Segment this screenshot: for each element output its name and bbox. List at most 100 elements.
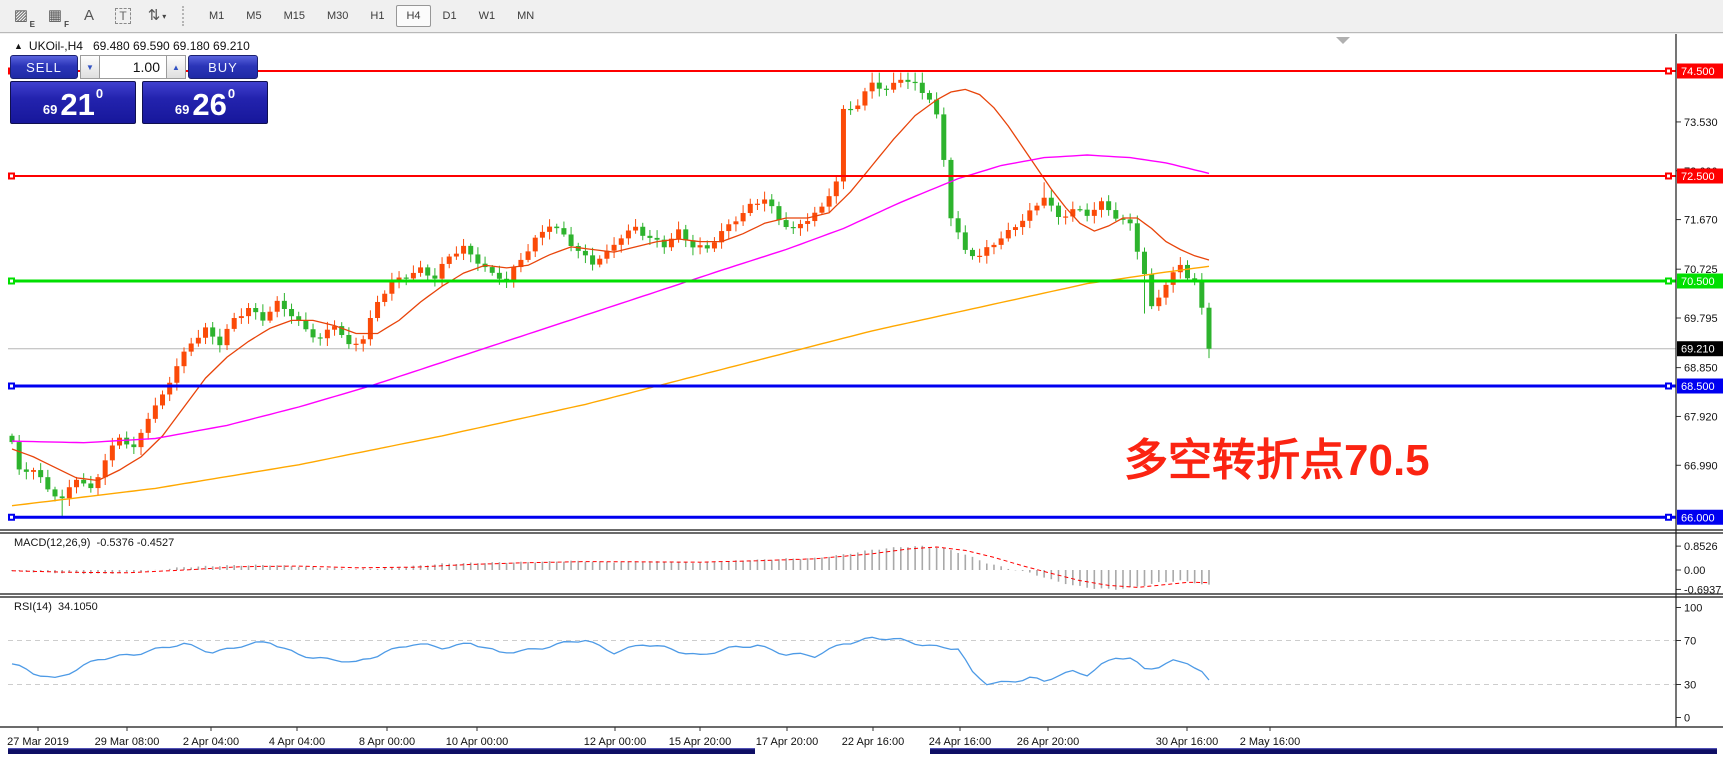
x-tick-label: 12 Apr 00:00: [584, 736, 646, 748]
hline-handle-dot: [1667, 279, 1670, 283]
x-tick-label: 22 Apr 16:00: [842, 736, 904, 748]
macd-title: MACD(12,26,9): [14, 537, 91, 549]
buy-price-panel[interactable]: 69 26 0: [142, 81, 268, 124]
y-tick-label: 70.725: [1684, 264, 1718, 276]
rsi-title: RSI(14): [14, 601, 52, 613]
text-label-icon[interactable]: T: [110, 5, 136, 27]
x-tick-label: 29 Mar 08:00: [95, 736, 160, 748]
candles-layer: [9, 72, 1212, 517]
price-badge-70.500: 70.500: [1677, 273, 1723, 289]
hline-handle-dot: [10, 174, 13, 178]
svg-text:69.210: 69.210: [1681, 344, 1715, 356]
svg-text:72.500: 72.500: [1681, 171, 1715, 183]
timeframe-button-H1[interactable]: H1: [360, 5, 394, 27]
symbol-header: ▲ UKOil-,H4 69.480 69.590 69.180 69.210: [14, 39, 250, 53]
y-tick-label: 69.795: [1684, 313, 1718, 325]
current-price-badge: 69.210: [1677, 341, 1723, 357]
price-badge-74.500: 74.500: [1677, 63, 1723, 79]
price-chart: 73.53072.60071.67070.72569.79568.85067.9…: [0, 34, 1723, 755]
x-tick-label: 17 Apr 20:00: [756, 736, 818, 748]
hline-handle-dot: [10, 515, 13, 519]
x-tick-label: 8 Apr 00:00: [359, 736, 415, 748]
timeframe-button-M15[interactable]: M15: [274, 5, 315, 27]
symbol-period-title: UKOil-,H4: [28, 39, 83, 53]
rsi-value: 34.1050: [58, 601, 98, 613]
y-tick-label: 68.850: [1684, 363, 1718, 375]
y-tick-label: 73.530: [1684, 117, 1718, 129]
x-tick-label: 15 Apr 20:00: [669, 736, 731, 748]
rsi-tick-label: 100: [1684, 603, 1702, 615]
buy-price-point: 0: [227, 86, 236, 101]
price-badge-66.000: 66.000: [1677, 509, 1723, 525]
hline-handle-dot: [10, 384, 13, 388]
sell-price-panel[interactable]: 69 21 0: [10, 81, 136, 124]
ma-slow-line: [11, 265, 1210, 507]
macd-values: -0.5376 -0.4527: [96, 537, 175, 549]
timeframe-button-H4[interactable]: H4: [396, 5, 431, 27]
timeframe-button-D1[interactable]: D1: [433, 5, 467, 27]
timeframe-button-group: M1 M5 M15 M30 H1 H4 D1 W1 MN: [198, 5, 545, 27]
hline-handle-dot: [1667, 174, 1670, 178]
hline-handle-dot: [1667, 69, 1670, 73]
macd-signal-line: [11, 546, 1210, 588]
x-tick-label: 10 Apr 00:00: [446, 736, 508, 748]
text-annotation-icon[interactable]: A: [83, 7, 94, 24]
macd-tick-label: 0.00: [1684, 565, 1705, 577]
minimized-window-strip[interactable]: [8, 748, 755, 754]
collapse-marker-icon[interactable]: ▲: [14, 41, 23, 51]
time-axis: 27 Mar 2019 29 Mar 08:00 2 Apr 04:00 4 Apr …: [7, 727, 1300, 748]
svg-text:66.000: 66.000: [1681, 512, 1715, 524]
crosshair-pattern-icon[interactable]: ▨ E: [13, 7, 35, 29]
timeframe-button-M5[interactable]: M5: [236, 5, 271, 27]
volume-decrease-button[interactable]: ▼: [80, 55, 100, 79]
minimized-window-strip[interactable]: [930, 748, 1717, 754]
macd-pane: 0.8526 0.00 -0.6937: [11, 541, 1721, 596]
ma-fast-line: [11, 88, 1210, 482]
timeframe-button-M1[interactable]: M1: [199, 5, 234, 27]
minimized-window-strip-highlight: [8, 748, 755, 750]
macd-label: MACD(12,26,9) -0.5376 -0.4527: [14, 537, 174, 549]
buy-price-pips: 26: [192, 87, 227, 122]
x-tick-label: 26 Apr 20:00: [1017, 736, 1079, 748]
one-click-trading-panel: SELL ▼ ▲ BUY 69 21 0 69 26 0: [10, 55, 270, 124]
price-badge-68.500: 68.500: [1677, 378, 1723, 394]
hline-handle-dot: [1667, 515, 1670, 519]
rsi-line: [11, 636, 1210, 686]
toolbar: ▨ E ▦ F A T ⇅ ▾ M1 M5 M15 M30 H1 H4 D1 W1 MN: [0, 0, 1723, 33]
chart-shift-marker-icon[interactable]: [1336, 37, 1350, 44]
timeframe-button-MN[interactable]: MN: [507, 5, 544, 27]
ma-mid-line: [11, 154, 1210, 444]
rsi-tick-label: 70: [1684, 636, 1696, 648]
sell-price-point: 0: [95, 86, 104, 101]
x-tick-label: 27 Mar 2019: [7, 736, 69, 748]
arrange-objects-icon[interactable]: ⇅ ▾: [147, 7, 167, 24]
x-tick-label: 2 Apr 04:00: [183, 736, 239, 748]
volume-increase-button[interactable]: ▲: [166, 55, 186, 79]
sell-button[interactable]: SELL: [10, 55, 78, 79]
volume-input[interactable]: [100, 55, 166, 79]
sell-price-pips: 21: [60, 87, 95, 122]
rsi-tick-label: 30: [1684, 680, 1696, 692]
timeframe-button-M30[interactable]: M30: [317, 5, 358, 27]
sell-price-major: 69: [42, 102, 58, 117]
svg-text:74.500: 74.500: [1681, 66, 1715, 78]
svg-text:70.500: 70.500: [1681, 276, 1715, 288]
x-tick-label: 4 Apr 04:00: [269, 736, 325, 748]
x-tick-label: 2 May 16:00: [1240, 736, 1301, 748]
annotation-text[interactable]: 多空转折点70.5: [1124, 436, 1430, 485]
timeframe-button-W1[interactable]: W1: [469, 5, 506, 27]
toolbar-icon-group: ▨ E ▦ F A T ⇅ ▾: [8, 5, 178, 29]
hline-handle-dot: [1667, 384, 1670, 388]
rsi-tick-label: 0: [1684, 713, 1690, 725]
x-tick-label: 30 Apr 16:00: [1156, 736, 1218, 748]
rsi-pane: 100 70 30 0: [8, 603, 1702, 725]
toolbar-separator: [182, 6, 190, 26]
grid-icon[interactable]: ▦ F: [47, 7, 69, 29]
price-badge-72.500: 72.500: [1677, 168, 1723, 184]
y-tick-label: 67.920: [1684, 411, 1718, 423]
macd-tick-label: -0.6937: [1684, 584, 1721, 596]
y-tick-label: 71.670: [1684, 215, 1718, 227]
hline-handle-dot: [10, 279, 13, 283]
buy-button[interactable]: BUY: [188, 55, 258, 79]
